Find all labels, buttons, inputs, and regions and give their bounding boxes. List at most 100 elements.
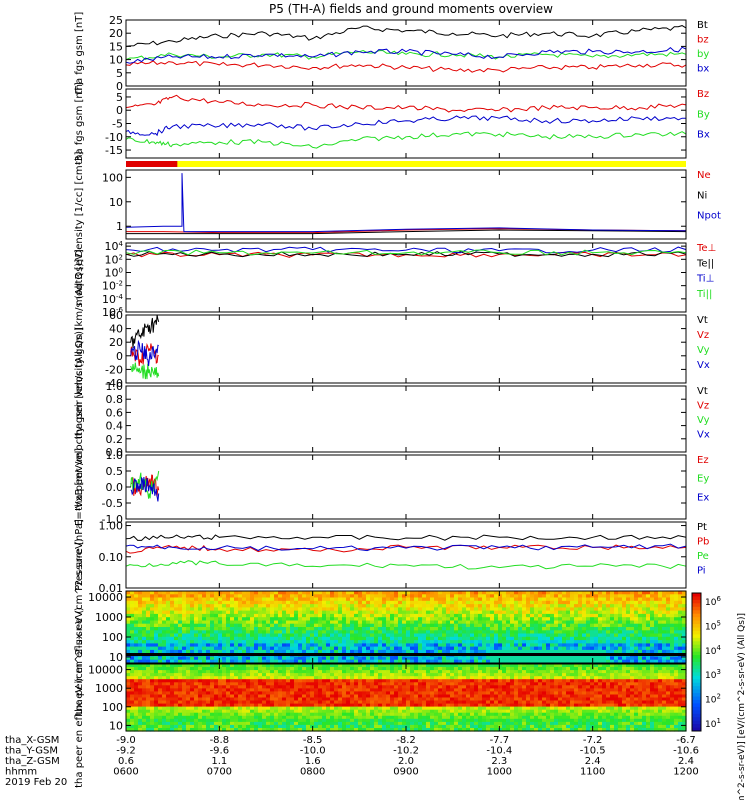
spectrogram-cell [306, 709, 311, 714]
spectrogram-cell [638, 604, 643, 608]
spectrogram-cell [334, 703, 339, 708]
spectrogram-cell [150, 706, 155, 711]
spectrogram-cell [398, 709, 403, 714]
spectrogram-cell [290, 600, 295, 605]
spectrogram-cell [394, 667, 399, 671]
spectrogram-cell [594, 623, 599, 628]
spectrogram-cell [154, 649, 159, 654]
spectrogram-cell [674, 600, 679, 605]
spectrogram-cell [662, 636, 667, 641]
spectrogram-cell [538, 633, 543, 638]
spectrogram-cell [458, 633, 463, 638]
spectrogram-cell [350, 656, 355, 661]
spectrogram-cell [674, 617, 679, 622]
spectrogram-cell [218, 597, 223, 602]
spectrogram-cell [354, 646, 359, 651]
spectrogram-cell [198, 656, 203, 661]
spectrogram-cell [498, 620, 503, 625]
spectrogram-cell [198, 676, 203, 680]
spectrogram-cell [322, 673, 327, 677]
spectrogram-cell [682, 633, 687, 638]
spectrogram-cell [286, 728, 291, 732]
spectrogram-cell [638, 643, 643, 648]
spectrogram-cell [302, 604, 307, 608]
spectrogram-cell [450, 633, 455, 638]
y-tick-label: 0.01 [99, 582, 124, 595]
spectrogram-cell [286, 700, 291, 705]
spectrogram-cell [594, 610, 599, 615]
spectrogram-cell [346, 664, 351, 668]
spectrogram-cell [266, 679, 271, 683]
spectrogram-cell [158, 617, 163, 622]
spectrogram-cell [618, 646, 623, 651]
spectrogram-cell [270, 673, 275, 677]
spectrogram-cell [146, 718, 151, 723]
spectrogram-cell [282, 700, 287, 705]
spectrogram-cell [354, 664, 359, 668]
spectrogram-cell [274, 613, 279, 618]
spectrogram-cell [390, 620, 395, 625]
spectrogram-cell [214, 633, 219, 638]
spectrogram-cell [426, 623, 431, 628]
spectrogram-cell [250, 694, 255, 699]
spectrogram-cell [274, 607, 279, 612]
spectrogram-cell [542, 594, 547, 599]
spectrogram-cell [338, 718, 343, 723]
spectrogram-cell [646, 607, 651, 612]
spectrogram-cell [290, 679, 295, 683]
spectrogram-cell [466, 613, 471, 618]
spectrogram-cell [166, 636, 171, 641]
spectrogram-cell [478, 646, 483, 651]
legend-Vy: Vy [697, 415, 710, 426]
spectrogram-cell [262, 633, 267, 638]
spectrogram-cell [626, 597, 631, 602]
spectrogram-cell [242, 688, 247, 692]
spectrogram-cell [138, 664, 143, 668]
spectrogram-cell [526, 610, 531, 615]
spectrogram-cell [342, 688, 347, 692]
spectrogram-cell [134, 597, 139, 602]
spectrogram-cell [266, 607, 271, 612]
spectrogram-cell [350, 620, 355, 625]
spectrogram-cell [202, 659, 207, 664]
spectrogram-cell [622, 659, 627, 664]
spectrogram-cell [402, 700, 407, 705]
spectrogram-cell [342, 600, 347, 605]
spectrogram-cell [238, 613, 243, 618]
y-tick-label: 10-2 [102, 280, 123, 293]
spectrogram-cell [386, 597, 391, 602]
spectrogram-cell [398, 643, 403, 648]
spectrogram-cell [214, 715, 219, 720]
spectrogram-cell [362, 667, 367, 671]
spectrogram-cell [182, 623, 187, 628]
spectrogram-cell [486, 591, 491, 595]
spectrogram-cell [306, 640, 311, 644]
spectrogram-cell [542, 617, 547, 622]
spectrogram-cell [358, 640, 363, 644]
spectrogram-cell [278, 633, 283, 638]
spectrogram-cell [662, 610, 667, 615]
spectrogram-cell [466, 656, 471, 661]
spectrogram-cell [402, 697, 407, 702]
spectrogram-cell [482, 610, 487, 615]
spectrogram-cell [654, 610, 659, 615]
spectrogram-cell [254, 709, 259, 714]
spectrogram-cell [318, 636, 323, 641]
spectrogram-cell [298, 607, 303, 612]
spectrogram-cell [378, 613, 383, 618]
spectrogram-cell [434, 594, 439, 599]
y-tick-label: 0.2 [106, 433, 124, 446]
spectrogram-cell [242, 682, 247, 686]
spectrogram-cell [358, 676, 363, 680]
spectrogram-cell [358, 673, 363, 677]
spectrogram-cell [406, 694, 411, 699]
spectrogram-cell [182, 620, 187, 625]
spectrogram-cell [126, 649, 131, 654]
spectrogram-cell [294, 688, 299, 692]
spectrogram-cell [450, 656, 455, 661]
spectrogram-cell [550, 591, 555, 595]
spectrogram-cell [250, 706, 255, 711]
spectrogram-cell [622, 597, 627, 602]
spectrogram-cell [346, 594, 351, 599]
spectrogram-cell [206, 728, 211, 732]
